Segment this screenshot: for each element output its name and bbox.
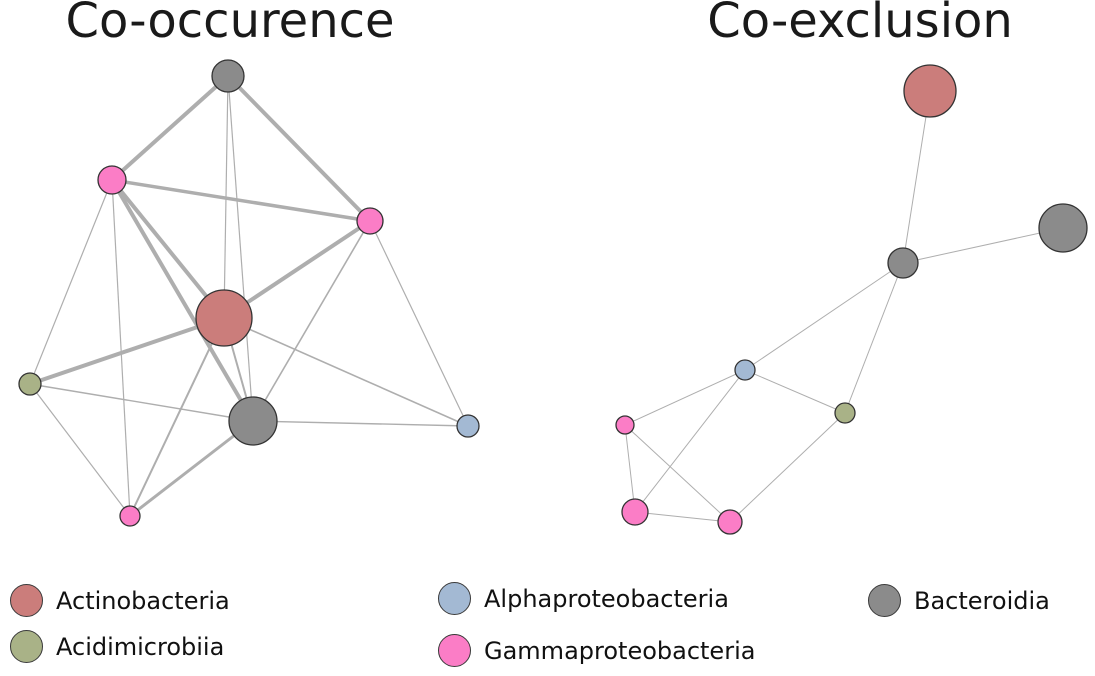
node-alphaproteobacteria-co-exclusion [734, 359, 756, 381]
edge-co-occurence [226, 74, 372, 223]
edge-co-exclusion [634, 369, 746, 513]
node-gammaproteobacteria-co-occurence [119, 505, 141, 527]
node-actinobacteria-co-occurence [195, 289, 253, 347]
edge-co-occurence [223, 317, 469, 427]
node-gammaproteobacteria-co-exclusion [615, 415, 635, 435]
actinobacteria-swatch-icon [10, 584, 43, 617]
node-gammaproteobacteria-co-occurence [356, 207, 384, 235]
legend-item-gammaproteobacteria: Gammaproteobacteria [438, 634, 755, 667]
edge-co-exclusion [729, 412, 846, 523]
edge-co-occurence [111, 178, 371, 223]
edge-co-occurence [252, 420, 469, 427]
title-co-occurence: Co-occurence [65, 0, 395, 49]
legend-label-alphaproteobacteria: Alphaproteobacteria [484, 584, 729, 613]
edge-co-occurence [110, 178, 255, 423]
node-acidimicrobiia-co-occurence [18, 372, 42, 396]
edge-co-occurence [29, 316, 225, 386]
edge-co-occurence [227, 75, 254, 422]
acidimicrobiia-swatch-icon [10, 630, 43, 663]
edge-co-exclusion [844, 262, 904, 414]
edge-co-exclusion [744, 262, 904, 371]
node-bacteroidia-co-occurence [228, 396, 278, 446]
edge-co-occurence [129, 317, 225, 517]
gammaproteobacteria-swatch-icon [438, 634, 471, 667]
legend-label-actinobacteria: Actinobacteria [56, 586, 230, 615]
legend-item-alphaproteobacteria: Alphaproteobacteria [438, 582, 729, 615]
node-gammaproteobacteria-co-exclusion [717, 509, 743, 535]
edge-co-occurence [29, 383, 131, 517]
edge-co-occurence [29, 179, 113, 385]
node-bacteroidia-co-exclusion [887, 247, 919, 279]
edge-co-exclusion [902, 227, 1064, 264]
edge-co-occurence [111, 179, 131, 517]
edge-co-exclusion [624, 424, 636, 513]
legend-label-acidimicrobiia: Acidimicrobiia [56, 632, 225, 661]
edge-co-exclusion [902, 90, 931, 264]
node-actinobacteria-co-exclusion [903, 64, 957, 118]
node-bacteroidia-co-exclusion [1038, 203, 1088, 253]
title-co-exclusion: Co-exclusion [707, 0, 1013, 49]
legend-label-gammaproteobacteria: Gammaproteobacteria [484, 636, 756, 665]
legend-item-bacteroidia: Bacteroidia [868, 584, 1050, 617]
node-gammaproteobacteria-co-exclusion [621, 498, 649, 526]
alphaproteobacteria-swatch-icon [438, 582, 471, 615]
bacteroidia-swatch-icon [868, 584, 901, 617]
edge-co-occurence [252, 220, 371, 422]
node-acidimicrobiia-co-exclusion [834, 402, 856, 424]
edge-co-exclusion [624, 424, 731, 523]
edge-co-occurence [110, 178, 226, 320]
edge-co-occurence [129, 419, 254, 518]
edge-co-exclusion [744, 369, 846, 414]
edge-co-occurence [110, 74, 230, 182]
legend-item-acidimicrobiia: Acidimicrobiia [10, 630, 224, 663]
legend-item-actinobacteria: Actinobacteria [10, 584, 230, 617]
node-bacteroidia-co-occurence [211, 59, 245, 93]
edge-co-occurence [369, 220, 469, 427]
node-gammaproteobacteria-co-occurence [97, 165, 127, 195]
legend-label-bacteroidia: Bacteroidia [914, 586, 1050, 615]
edge-co-exclusion [634, 511, 731, 523]
edge-co-exclusion [624, 369, 746, 426]
node-alphaproteobacteria-co-occurence [456, 414, 480, 438]
edge-co-occurence [222, 219, 372, 320]
edge-co-occurence [29, 383, 254, 422]
